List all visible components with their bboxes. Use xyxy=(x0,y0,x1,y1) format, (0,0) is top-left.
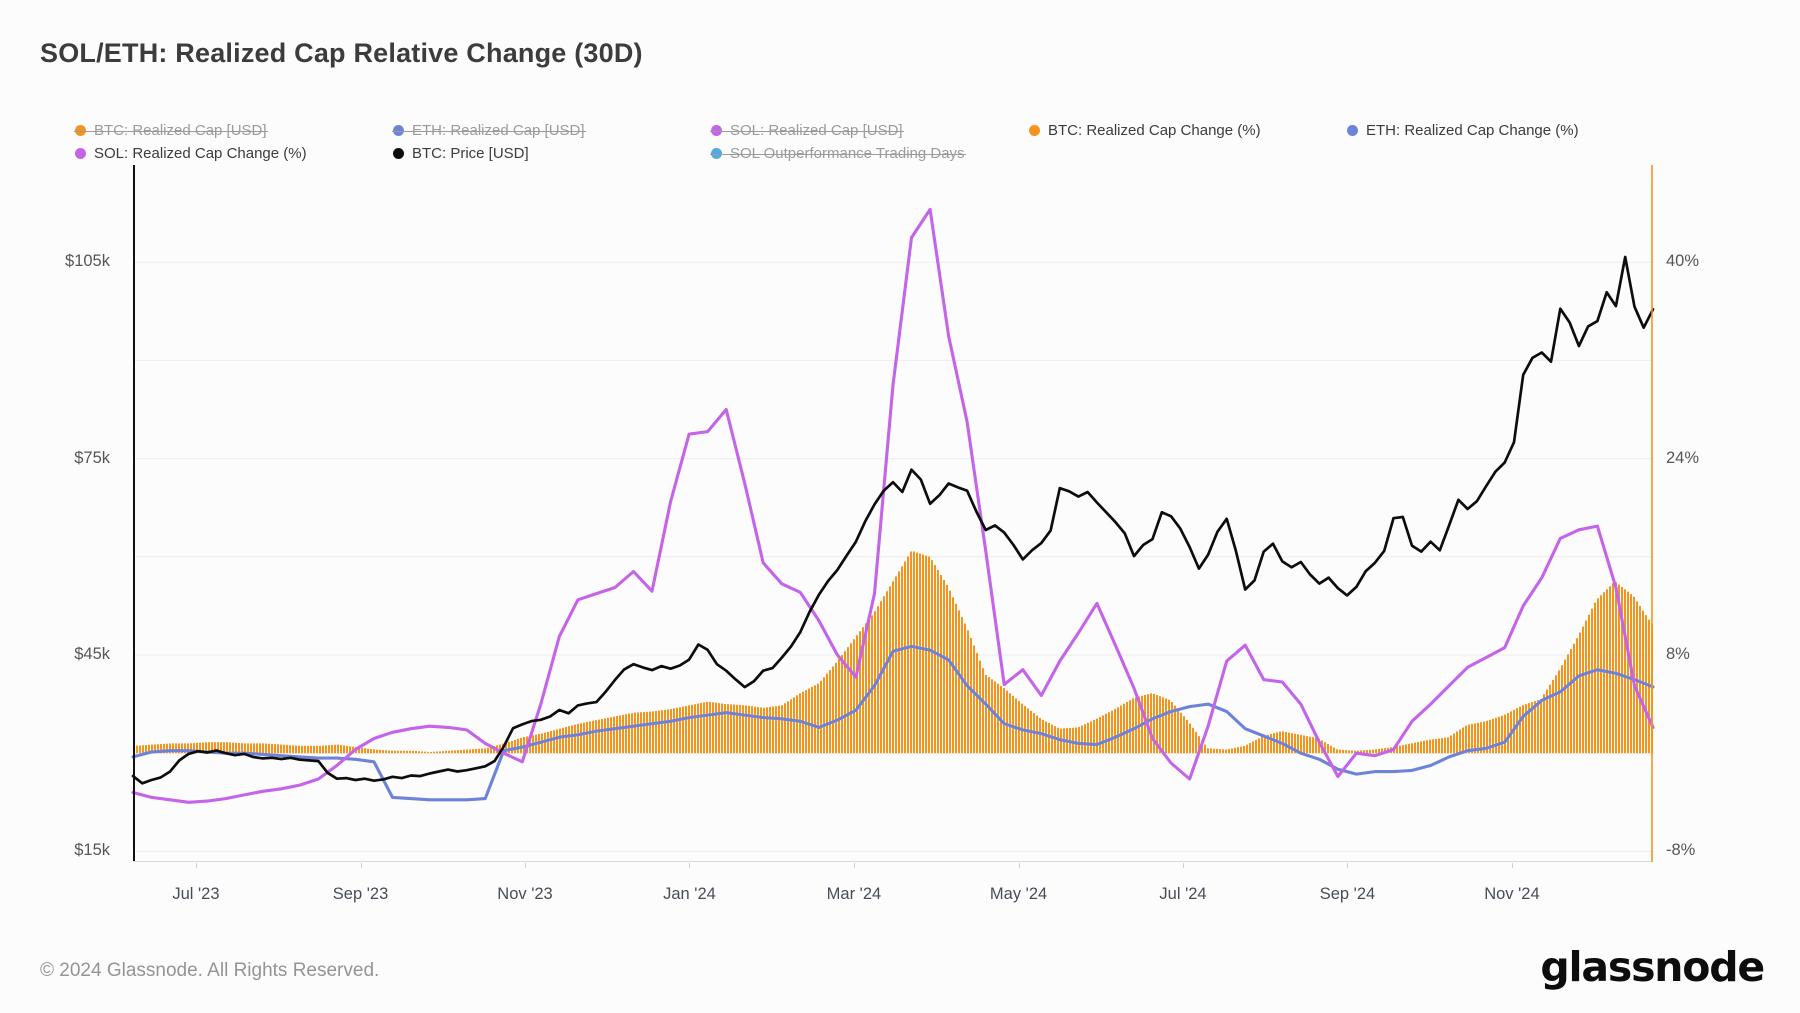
x-axis-label: Sep '23 xyxy=(332,885,389,903)
x-axis-tick xyxy=(1018,863,1020,868)
legend-item[interactable]: BTC: Realized Cap Change (%) xyxy=(1029,120,1261,142)
legend-col: ETH: Realized Cap Change (%) xyxy=(1347,120,1665,142)
legend-col: ETH: Realized Cap [USD] xyxy=(392,120,711,142)
copyright-text: © 2024 Glassnode. All Rights Reserved. xyxy=(40,960,380,981)
legend-dot-icon xyxy=(393,125,404,136)
legend-col: SOL: Realized Cap Change (%) xyxy=(75,143,393,165)
x-axis-tick xyxy=(195,863,197,868)
x-axis-label: Mar '24 xyxy=(826,885,882,903)
legend-dot-icon xyxy=(1347,125,1358,136)
legend-dot-icon xyxy=(1029,125,1040,136)
legend-dot-icon xyxy=(393,148,404,159)
legend-col: BTC: Realized Cap Change (%) xyxy=(1029,120,1347,142)
eth-realized-cap-change--line xyxy=(131,644,1655,802)
legend-item[interactable]: SOL: Realized Cap [USD] xyxy=(710,120,904,142)
x-axis-tick xyxy=(689,863,691,868)
legend-col: BTC: Price [USD] xyxy=(393,143,711,165)
legend-item-label: ETH: Realized Cap [USD] xyxy=(412,121,585,139)
x-axis-label: Jul '23 xyxy=(172,885,220,903)
legend-item-label: SOL: Realized Cap [USD] xyxy=(730,121,903,139)
legend-item-label: ETH: Realized Cap Change (%) xyxy=(1366,121,1579,139)
x-axis-label: Nov '23 xyxy=(497,885,553,903)
legend-item-label: BTC: Realized Cap [USD] xyxy=(94,121,267,139)
legend-dot-icon xyxy=(75,125,86,136)
chart-canvas xyxy=(131,165,1655,862)
legend-item-label: BTC: Price [USD] xyxy=(412,144,529,162)
sol-realized-cap-change--line xyxy=(131,207,1655,804)
legend-item[interactable]: ETH: Realized Cap [USD] xyxy=(392,120,586,142)
legend-row-2: SOL: Realized Cap Change (%) BTC: Price [… xyxy=(75,142,1775,165)
glassnode-logo: glassnode xyxy=(1540,943,1765,991)
legend-item[interactable]: ETH: Realized Cap Change (%) xyxy=(1347,120,1579,142)
legend-item[interactable]: SOL Outperformance Trading Days xyxy=(710,143,966,165)
legend-col: BTC: Realized Cap [USD] xyxy=(74,120,393,142)
legend-item[interactable]: BTC: Price [USD] xyxy=(393,143,529,165)
x-axis-tick xyxy=(853,863,855,868)
x-axis-tick xyxy=(360,863,362,868)
x-axis-label: May '24 xyxy=(989,885,1048,903)
left-axis-label: $45k xyxy=(74,645,110,663)
legend-item-label: BTC: Realized Cap Change (%) xyxy=(1048,121,1261,139)
right-axis-label: 40% xyxy=(1666,252,1700,271)
x-axis-tick xyxy=(1347,863,1349,868)
legend-dot-icon xyxy=(711,125,722,136)
legend-dot-icon xyxy=(711,148,722,159)
left-axis-label: $75k xyxy=(74,448,110,467)
x-axis-label: Jul '24 xyxy=(1159,885,1207,903)
x-axis-label: Sep '24 xyxy=(1319,885,1376,903)
right-axis-label: -8% xyxy=(1666,841,1696,860)
page-title: SOL/ETH: Realized Cap Relative Change (3… xyxy=(40,38,643,68)
legend-col: SOL: Realized Cap [USD] xyxy=(710,120,1029,142)
x-axis-label: Jan '24 xyxy=(663,885,716,903)
legend-item[interactable]: BTC: Realized Cap [USD] xyxy=(74,120,268,142)
legend-item[interactable]: SOL: Realized Cap Change (%) xyxy=(75,143,307,165)
x-axis-tick xyxy=(1511,863,1513,868)
x-axis-label: Nov '24 xyxy=(1484,885,1540,903)
legend-item-label: SOL Outperformance Trading Days xyxy=(730,144,965,162)
btc-price-usd--line xyxy=(131,255,1655,785)
chart-plot-area xyxy=(0,165,1800,862)
chart-legend: BTC: Realized Cap [USD] ETH: Realized Cap… xyxy=(74,119,1775,165)
left-axis-label: $15k xyxy=(74,841,110,860)
legend-dot-icon xyxy=(75,148,86,159)
legend-item-label: SOL: Realized Cap Change (%) xyxy=(94,144,307,162)
right-axis-label: 24% xyxy=(1666,448,1700,467)
legend-col: SOL Outperformance Trading Days xyxy=(710,143,1029,165)
left-axis-label: $105k xyxy=(65,252,110,271)
right-axis-label: 8% xyxy=(1666,645,1690,663)
legend-row-1: BTC: Realized Cap [USD] ETH: Realized Cap… xyxy=(74,119,1775,142)
x-axis-tick xyxy=(525,863,526,868)
x-axis-tick xyxy=(1183,863,1185,868)
